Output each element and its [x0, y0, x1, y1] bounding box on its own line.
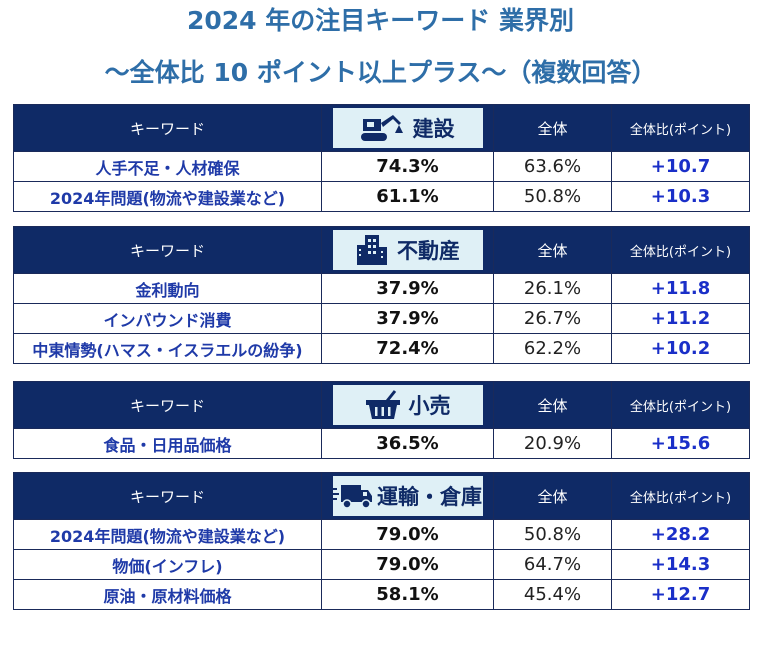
keyword-cell: 食品・日用品価格: [13, 428, 322, 459]
overall-pct-cell: 50.8%: [493, 181, 612, 212]
diff-cell: +11.2: [611, 303, 750, 334]
industry-pct-cell: 37.9%: [321, 303, 494, 334]
overall-pct-cell: 26.7%: [493, 303, 612, 334]
table-row: 2024年問題(物流や建設業など) 61.1% 50.8% +10.3: [13, 181, 750, 212]
table-row: 中東情勢(ハマス・イスラエルの紛争) 72.4% 62.2% +10.2: [13, 333, 750, 364]
table-row: 2024年問題(物流や建設業など) 79.0% 50.8% +28.2: [13, 519, 750, 550]
table-header: キーワード 運輸・倉庫 全体 全体比(ポイント): [13, 472, 750, 520]
page-title: 2024 年の注目キーワード 業界別: [187, 6, 574, 35]
industry-name: 建設: [412, 117, 455, 141]
header-keyword: キーワード: [13, 381, 322, 429]
keyword-cell: インバウンド消費: [13, 303, 322, 334]
industry-cell: 小売: [321, 381, 494, 429]
industry-pct-cell: 79.0%: [321, 519, 494, 550]
header-diff: 全体比(ポイント): [611, 104, 750, 152]
keyword-cell: 2024年問題(物流や建設業など): [13, 181, 322, 212]
diff-cell: +14.3: [611, 549, 750, 580]
industry-label-box: 小売: [332, 385, 483, 425]
overall-pct-cell: 62.2%: [493, 333, 612, 364]
diff-cell: +10.2: [611, 333, 750, 364]
industry-label-box: 建設: [332, 108, 483, 148]
industry-cell: 運輸・倉庫: [321, 472, 494, 520]
industry-cell: 建設: [321, 104, 494, 152]
industry-cell: 不動産: [321, 226, 494, 274]
keyword-cell: 原油・原材料価格: [13, 579, 322, 610]
excavator-icon: [360, 115, 403, 141]
industry-label-box: 運輸・倉庫: [332, 476, 483, 516]
table-row: 物価(インフレ) 79.0% 64.7% +14.3: [13, 549, 750, 580]
header-keyword: キーワード: [13, 226, 322, 274]
header-diff: 全体比(ポイント): [611, 381, 750, 429]
header-overall: 全体: [493, 472, 612, 520]
table-row: 食品・日用品価格 36.5% 20.9% +15.6: [13, 428, 750, 459]
diff-cell: +15.6: [611, 428, 750, 459]
keyword-cell: 金利動向: [13, 273, 322, 304]
overall-pct-cell: 63.6%: [493, 151, 612, 182]
table-header: キーワード 不動産: [13, 226, 750, 274]
industry-pct-cell: 37.9%: [321, 273, 494, 304]
diff-cell: +10.3: [611, 181, 750, 212]
table-retail: キーワード 小売 全体 全体比(ポイント) 食品・日用品価格 36.5% 20.…: [13, 381, 750, 459]
diff-cell: +10.7: [611, 151, 750, 182]
industry-label-box: 不動産: [332, 229, 483, 270]
diff-cell: +12.7: [611, 579, 750, 610]
keyword-cell: 人手不足・人材確保: [13, 151, 322, 182]
shopping-basket-icon: [365, 390, 400, 419]
overall-pct-cell: 26.1%: [493, 273, 612, 304]
table-row: インバウンド消費 37.9% 26.7% +11.2: [13, 303, 750, 334]
industry-name: 小売: [408, 394, 451, 418]
table-row: 原油・原材料価格 58.1% 45.4% +12.7: [13, 579, 750, 610]
diff-cell: +11.8: [611, 273, 750, 304]
industry-pct-cell: 74.3%: [321, 151, 494, 182]
header-overall: 全体: [493, 104, 612, 152]
building-icon: [357, 234, 387, 265]
table-header: キーワード 建設 全体 全体比(ポイント): [13, 104, 750, 152]
header-overall: 全体: [493, 381, 612, 429]
industry-pct-cell: 36.5%: [321, 428, 494, 459]
table-header: キーワード 小売 全体 全体比(ポイント): [13, 381, 750, 429]
keyword-cell: 物価(インフレ): [13, 549, 322, 580]
industry-pct-cell: 72.4%: [321, 333, 494, 364]
header-diff: 全体比(ポイント): [611, 226, 750, 274]
table-transport-warehouse: キーワード 運輸・倉庫 全体 全体比(ポイント) 2024年問題(物流や建設業な…: [13, 472, 750, 610]
overall-pct-cell: 50.8%: [493, 519, 612, 550]
header-keyword: キーワード: [13, 472, 322, 520]
diff-cell: +28.2: [611, 519, 750, 550]
industry-pct-cell: 58.1%: [321, 579, 494, 610]
overall-pct-cell: 20.9%: [493, 428, 612, 459]
industry-pct-cell: 79.0%: [321, 549, 494, 580]
header-overall: 全体: [493, 226, 612, 274]
keyword-cell: 中東情勢(ハマス・イスラエルの紛争): [13, 333, 322, 364]
overall-pct-cell: 64.7%: [493, 549, 612, 580]
overall-pct-cell: 45.4%: [493, 579, 612, 610]
page-subtitle: ～全体比 10 ポイント以上プラス～（複数回答）: [104, 58, 657, 87]
header-diff: 全体比(ポイント): [611, 472, 750, 520]
industry-name: 運輸・倉庫: [377, 485, 482, 509]
table-real-estate: キーワード 不動産: [13, 226, 750, 364]
industry-pct-cell: 61.1%: [321, 181, 494, 212]
table-row: 金利動向 37.9% 26.1% +11.8: [13, 273, 750, 304]
table-row: 人手不足・人材確保 74.3% 63.6% +10.7: [13, 151, 750, 182]
industry-name: 不動産: [397, 238, 460, 263]
header-keyword: キーワード: [13, 104, 322, 152]
truck-icon: [333, 485, 372, 509]
keyword-cell: 2024年問題(物流や建設業など): [13, 519, 322, 550]
table-construction: キーワード 建設 全体 全体比(ポイント) 人手不足・人材確保 74.3% 63…: [13, 104, 750, 212]
